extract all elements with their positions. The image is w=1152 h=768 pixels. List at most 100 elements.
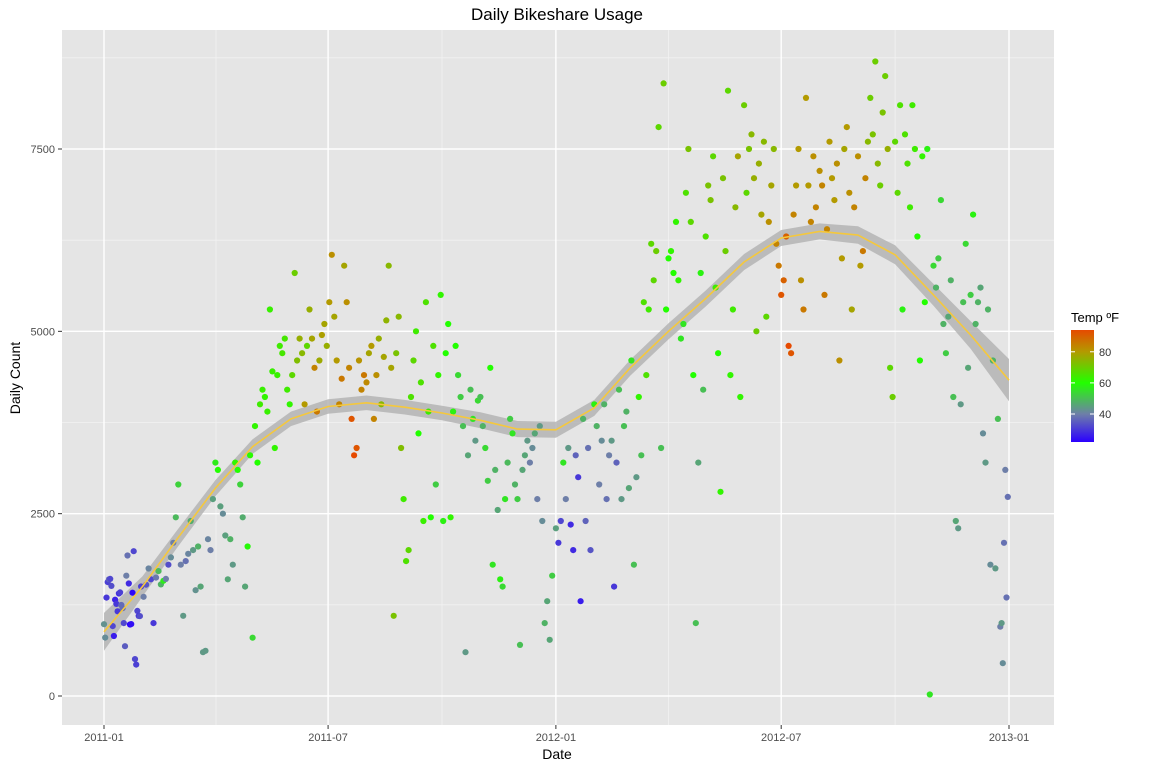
data-point: [100, 621, 108, 628]
data-point: [477, 393, 484, 401]
data-point: [807, 218, 815, 225]
legend-ticks: 40 60 80: [1071, 347, 1111, 421]
data-point: [557, 517, 564, 525]
data-point: [560, 459, 567, 466]
data-point: [722, 248, 729, 255]
data-point: [546, 636, 553, 643]
data-point: [750, 175, 758, 182]
data-point: [405, 547, 412, 554]
data-point: [348, 415, 355, 422]
data-point: [864, 138, 872, 145]
data-point: [682, 189, 690, 196]
data-point: [492, 466, 499, 473]
data-point: [134, 607, 141, 615]
data-point: [582, 517, 589, 525]
data-point: [395, 313, 402, 320]
data-point: [797, 277, 805, 284]
data-point: [541, 620, 548, 627]
data-point: [987, 561, 994, 568]
data-point: [459, 423, 467, 430]
data-point: [967, 291, 974, 298]
data-point: [945, 313, 952, 320]
data-point: [410, 357, 417, 364]
data-point: [407, 393, 415, 401]
data-point: [793, 182, 800, 189]
color-legend: Temp ºF 40 60 80: [1071, 310, 1119, 442]
data-point: [977, 284, 984, 291]
data-point: [190, 547, 197, 554]
data-point: [244, 543, 251, 550]
data-point: [859, 248, 867, 255]
data-point: [555, 539, 562, 546]
data-point: [957, 401, 964, 408]
data-point: [224, 576, 231, 583]
data-point: [373, 372, 380, 379]
data-point: [204, 536, 212, 543]
scatter-points: [100, 58, 1011, 698]
x-tick-label: 2011-07: [308, 732, 348, 744]
data-point: [420, 517, 427, 525]
data-point: [145, 565, 152, 572]
data-point: [119, 605, 126, 612]
data-point: [343, 299, 350, 306]
data-point: [620, 423, 628, 430]
data-point: [140, 593, 147, 600]
data-point: [107, 575, 114, 583]
data-point: [675, 277, 682, 284]
data-point: [355, 357, 363, 364]
data-point: [1000, 539, 1008, 546]
data-point: [552, 525, 560, 532]
data-point: [926, 691, 933, 698]
data-point: [217, 503, 224, 510]
data-point: [955, 525, 962, 532]
data-point: [812, 204, 820, 211]
data-point: [398, 444, 405, 452]
data-point: [507, 415, 514, 422]
data-point: [737, 393, 744, 401]
data-point: [911, 145, 919, 153]
data-point: [851, 204, 858, 211]
data-point: [412, 328, 420, 335]
data-point: [606, 452, 613, 459]
data-point: [826, 138, 833, 145]
data-point: [502, 496, 509, 503]
data-point: [341, 262, 348, 269]
data-point: [921, 299, 928, 306]
data-point: [758, 211, 765, 218]
data-point: [227, 536, 234, 543]
data-point: [645, 306, 652, 313]
data-point: [207, 547, 214, 554]
data-point: [770, 145, 777, 153]
data-point: [358, 386, 365, 393]
data-point: [306, 306, 313, 313]
data-point: [585, 444, 592, 452]
data-point: [979, 430, 987, 437]
data-point: [452, 342, 459, 349]
data-point: [479, 423, 486, 430]
data-point: [841, 145, 848, 153]
plot-panel: [62, 30, 1054, 725]
data-point: [640, 299, 647, 306]
data-point: [472, 437, 479, 444]
data-point: [150, 620, 157, 627]
data-point: [185, 550, 192, 557]
data-point: [519, 466, 526, 473]
data-point: [195, 543, 202, 550]
data-point: [715, 350, 722, 357]
data-point: [316, 357, 323, 364]
data-point: [455, 372, 462, 379]
data-point: [279, 350, 286, 357]
data-point: [992, 565, 999, 572]
data-point: [879, 109, 886, 116]
data-point: [383, 317, 390, 324]
data-point: [867, 94, 874, 101]
data-point: [129, 589, 136, 596]
data-point: [432, 481, 439, 488]
data-point: [308, 335, 316, 342]
data-point: [618, 496, 625, 503]
x-axis-title: Date: [542, 746, 572, 762]
data-point: [765, 218, 772, 225]
data-point: [462, 649, 469, 656]
data-point: [889, 393, 896, 401]
data-point: [353, 444, 360, 452]
